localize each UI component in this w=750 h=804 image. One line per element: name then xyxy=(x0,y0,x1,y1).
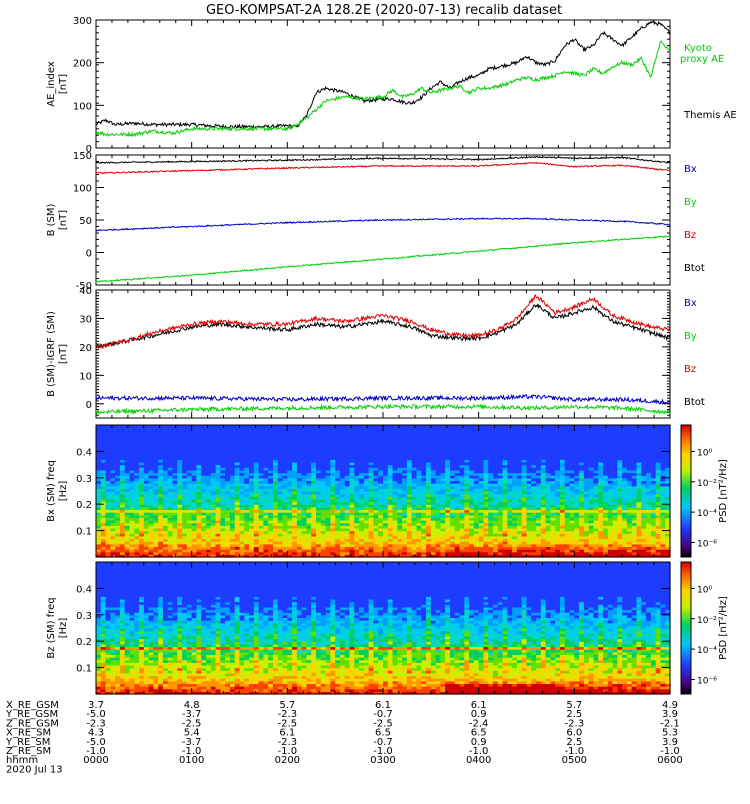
y-axis-unit: [nT] xyxy=(58,344,69,364)
y-tick-label: 100 xyxy=(73,101,92,112)
series-line-kyoto-proxy-ae xyxy=(96,41,670,136)
page-title: GEO-KOMPSAT-2A 128.2E (2020-07-13) recal… xyxy=(206,3,562,18)
legend-btot: Btot xyxy=(684,263,705,274)
y-tick-label: 50 xyxy=(79,216,92,227)
series-line-bz xyxy=(96,162,670,173)
series-line-btot xyxy=(96,304,670,348)
y-tick-label: 10 xyxy=(79,371,92,382)
series-line-bx xyxy=(96,395,670,404)
y-tick-label: 30 xyxy=(79,314,92,325)
plot-frame xyxy=(96,20,670,148)
y-tick-label: 100 xyxy=(73,184,92,195)
y-tick-label: 300 xyxy=(73,16,92,27)
y-axis-label: B (SM) xyxy=(46,203,57,236)
legend-proxy-ae: proxy AE xyxy=(680,54,724,65)
y-tick-label: 40 xyxy=(79,286,92,297)
y-tick-label: 150 xyxy=(73,151,92,162)
y-tick-label: 200 xyxy=(73,59,92,70)
legend-themis-ae: Themis AE xyxy=(683,110,737,121)
y-axis-label: B (SM)-IGRF (SM) xyxy=(46,311,57,397)
legend-bx: Bx xyxy=(684,298,697,309)
panel-specBx: 0.10.20.30.4Bx (SM) freq[Hz]10⁰10⁻²10⁻⁴1… xyxy=(46,425,729,558)
legend-btot: Btot xyxy=(684,397,705,408)
legend-bz: Bz xyxy=(684,230,696,241)
spectrogram-cells xyxy=(96,425,671,558)
y-axis-label: AE_index xyxy=(46,61,57,107)
series-line-bx xyxy=(96,218,670,231)
legend-bz: Bz xyxy=(684,364,696,375)
y-tick-label: 0 xyxy=(86,400,92,411)
series-line-by xyxy=(96,236,670,282)
panel-dB: 0 10 20 30 40 B (SM)-IGRF (SM)[nT] Bx By Bz Btot xyxy=(46,286,705,418)
legend-kyoto: Kyoto xyxy=(684,43,712,54)
y-tick-label: 20 xyxy=(79,343,92,354)
y-tick-label: 0 xyxy=(86,249,92,260)
legend-bx: Bx xyxy=(684,164,697,175)
y-axis-unit: [nT] xyxy=(58,210,69,230)
legend-by: By xyxy=(684,331,697,342)
y-axis-unit: [nT] xyxy=(58,74,69,94)
legend-by: By xyxy=(684,197,697,208)
